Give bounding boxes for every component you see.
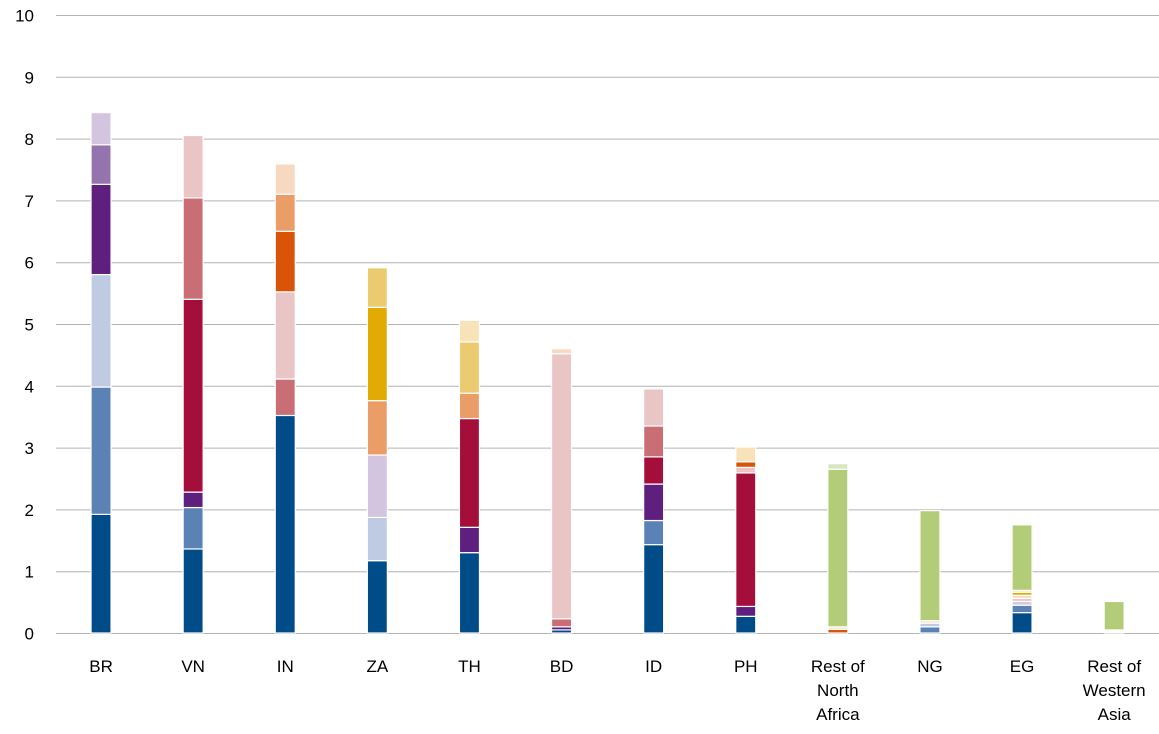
bar-segment — [827, 463, 849, 470]
y-tick-label: 6 — [25, 254, 34, 273]
bar-segment — [274, 230, 296, 293]
bar-segment — [366, 267, 388, 308]
bar-stack — [550, 348, 573, 634]
bar-segment — [90, 386, 112, 515]
bar-segment — [550, 618, 573, 628]
bar-stack — [274, 163, 296, 634]
x-category-label: VN — [181, 657, 205, 676]
bar-segment — [735, 605, 757, 617]
bar-segment — [274, 193, 296, 232]
y-tick-label: 10 — [15, 7, 34, 26]
bar-stack — [735, 446, 757, 634]
y-tick-label: 3 — [25, 439, 34, 458]
bar-segment — [643, 544, 665, 634]
x-category-label: PH — [734, 657, 758, 676]
bar-segment — [919, 626, 941, 634]
bar-stack — [1011, 524, 1033, 634]
y-tick-label: 8 — [25, 130, 34, 149]
bar-segment — [827, 468, 849, 628]
x-category-label: ZA — [366, 657, 388, 676]
bar-segment — [735, 615, 757, 634]
bar-segment — [90, 112, 112, 146]
bar-stack — [643, 388, 665, 634]
bar-segment — [90, 273, 112, 388]
bar-stack — [182, 134, 204, 634]
bars — [90, 112, 1125, 634]
bar-stack — [1103, 600, 1125, 634]
bar-segment — [735, 461, 757, 468]
bar-segment — [735, 446, 757, 463]
x-category-label: Africa — [816, 705, 860, 724]
y-axis-tick-labels: 0 1 2 3 4 5 6 7 8 9 10 — [15, 7, 34, 644]
bar-segment — [182, 506, 204, 550]
x-category-label: North — [817, 681, 859, 700]
bar-segment — [643, 519, 665, 546]
bar-segment — [458, 417, 481, 528]
bar-segment — [366, 560, 388, 634]
bar-segment — [458, 526, 481, 554]
bar-segment — [90, 144, 112, 185]
bar-segment — [182, 298, 204, 493]
bar-segment — [90, 513, 112, 634]
bar-segment — [458, 552, 481, 634]
bar-segment — [274, 414, 296, 634]
x-category-label: Rest of — [811, 657, 865, 676]
bar-segment — [1011, 604, 1033, 614]
bar-segment — [366, 516, 388, 562]
bar-stack — [366, 267, 388, 634]
x-category-label: BR — [89, 657, 113, 676]
bar-segment — [182, 548, 204, 634]
bar-segment — [643, 483, 665, 522]
bar-segment — [90, 183, 112, 276]
x-category-label: BD — [550, 657, 574, 676]
bar-segment — [458, 341, 481, 394]
x-category-label: ID — [645, 657, 662, 676]
bar-segment — [1011, 524, 1033, 591]
y-tick-label: 5 — [25, 316, 34, 335]
bar-segment — [458, 319, 481, 343]
bar-stack — [827, 463, 849, 634]
bar-stack — [458, 319, 481, 634]
y-tick-label: 4 — [25, 377, 34, 396]
y-tick-label: 2 — [25, 501, 34, 520]
bar-segment — [182, 197, 204, 300]
y-tick-label: 1 — [25, 563, 34, 582]
bar-segment — [182, 134, 204, 199]
gridlines — [56, 15, 1159, 634]
bar-stack — [919, 510, 941, 634]
bar-segment — [274, 291, 296, 380]
bar-segment — [366, 400, 388, 456]
x-category-label: NG — [917, 657, 943, 676]
bar-segment — [366, 454, 388, 519]
x-category-label: Asia — [1098, 705, 1132, 724]
bar-segment — [919, 510, 941, 622]
bar-segment — [735, 472, 757, 608]
x-axis-category-labels: BR VN IN ZA TH BD ID PH Rest of North Africa NG EG Re… — [89, 657, 1145, 724]
bar-segment — [643, 425, 665, 458]
x-category-label: Rest of — [1087, 657, 1141, 676]
bar-segment — [550, 348, 573, 355]
y-tick-label: 0 — [25, 625, 34, 644]
bar-segment — [643, 456, 665, 485]
bar-segment — [366, 306, 388, 402]
bar-segment — [1103, 600, 1125, 631]
bar-segment — [735, 466, 757, 474]
bar-segment — [274, 378, 296, 417]
x-category-label: Western — [1083, 681, 1146, 700]
x-category-label: EG — [1010, 657, 1035, 676]
bar-segment — [550, 353, 573, 620]
y-tick-label: 7 — [25, 192, 34, 211]
bar-segment — [1011, 612, 1033, 634]
x-category-label: TH — [458, 657, 481, 676]
y-tick-label: 9 — [25, 68, 34, 87]
bar-segment — [458, 392, 481, 420]
bar-stack — [90, 112, 112, 634]
x-category-label: IN — [277, 657, 294, 676]
bar-segment — [274, 163, 296, 195]
bar-segment — [182, 491, 204, 509]
bar-segment — [643, 388, 665, 427]
